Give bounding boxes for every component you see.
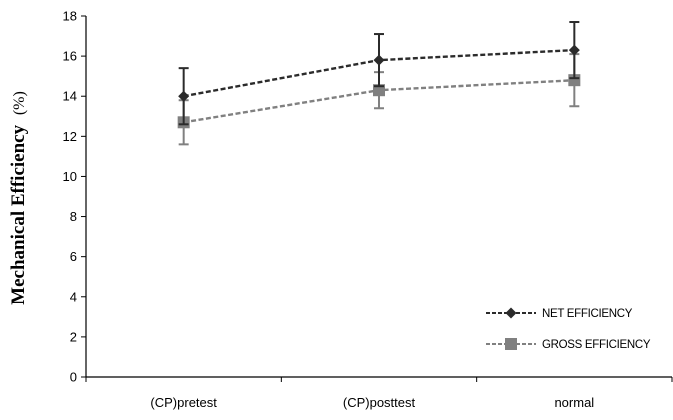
x-tick-label: (CP)posttest: [343, 395, 416, 410]
y-tick-label: 8: [70, 209, 77, 224]
legend-marker: [505, 307, 517, 319]
y-tick-label: 16: [63, 49, 77, 64]
y-axis-label: Mechanical Efficiency (%): [8, 91, 29, 305]
y-tick-label: 2: [70, 329, 77, 344]
y-axis-label-unit: (%): [11, 91, 28, 115]
series-net-efficiency: [178, 21, 580, 126]
legend-marker: [505, 338, 517, 350]
y-tick-label: 4: [70, 289, 77, 304]
legend-label: NET EFFICIENCY: [542, 308, 633, 320]
y-axis-label-text: Mechanical Efficiency: [8, 124, 29, 304]
x-tick-label: (CP)pretest: [150, 395, 217, 410]
y-tick-label: 14: [63, 89, 77, 104]
y-axis-ticks: 0 2 4 6 8 10 12 14 16 18: [63, 9, 86, 385]
y-tick-label: 0: [70, 370, 77, 385]
x-axis-ticks: (CP)pretest (CP)posttest normal: [85, 377, 673, 410]
y-tick-label: 12: [63, 129, 77, 144]
y-tick-label: 10: [63, 169, 77, 184]
legend-item: NET EFFICIENCY: [486, 307, 633, 320]
series-layer: [177, 21, 581, 146]
data-point: [178, 90, 190, 102]
x-tick-label: normal: [554, 395, 594, 410]
legend: NET EFFICIENCY GROSS EFFICIENCY: [486, 307, 651, 351]
axes: [85, 16, 672, 378]
data-point: [373, 84, 385, 97]
legend-label: GROSS EFFICIENCY: [542, 339, 651, 351]
legend-item: GROSS EFFICIENCY: [486, 338, 651, 351]
y-tick-label: 18: [63, 9, 77, 24]
y-tick-label: 6: [70, 249, 77, 264]
data-point: [373, 54, 385, 66]
data-point: [568, 44, 580, 56]
